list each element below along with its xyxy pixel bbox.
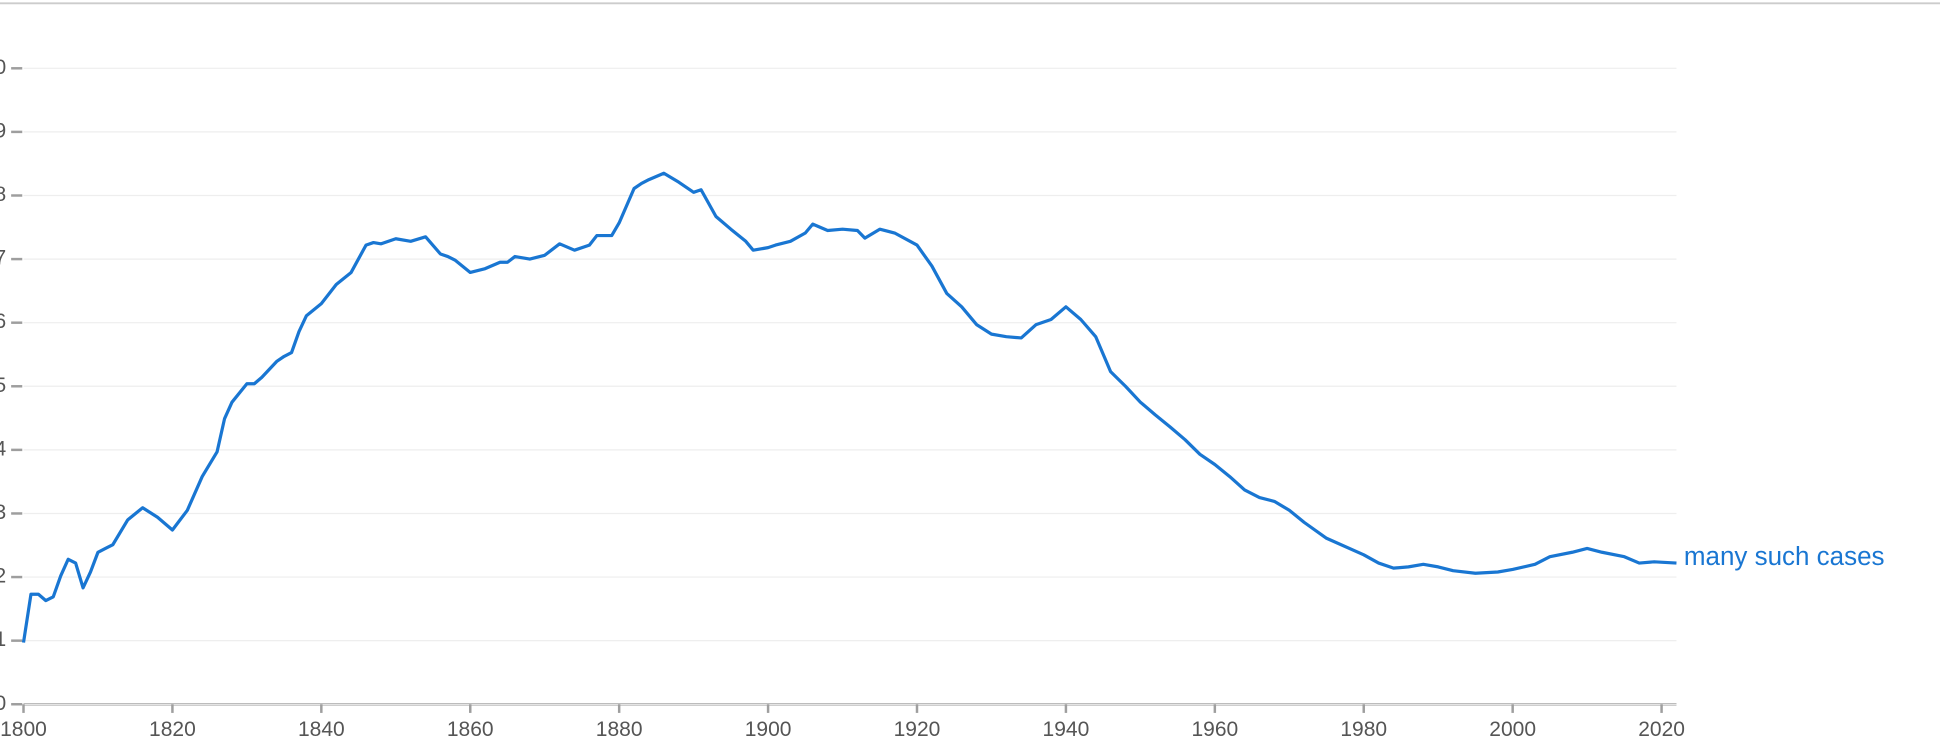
x-tick-label: 1840	[298, 718, 345, 741]
y-tick-label: 6	[0, 310, 6, 333]
y-tick-label: 5	[0, 374, 6, 397]
x-tick-label: 1980	[1340, 718, 1387, 741]
x-tick-label: 1800	[0, 718, 47, 741]
x-tick-label: 1920	[894, 718, 941, 741]
x-tick-label: 1900	[745, 718, 792, 741]
y-tick-label: 8	[0, 183, 6, 206]
y-tick-label: 7	[0, 247, 6, 270]
x-tick-label: 2000	[1489, 718, 1536, 741]
series-line	[21, 171, 1677, 643]
x-tick-label: 1820	[149, 718, 196, 741]
y-tick-label: 1	[0, 628, 6, 651]
y-tick-label: 0	[0, 692, 6, 715]
y-tick-label: 3	[0, 501, 6, 524]
x-tick-label: 1960	[1191, 718, 1238, 741]
x-tick-label: 1940	[1043, 718, 1090, 741]
x-tick-label: 2020	[1638, 718, 1685, 741]
x-tick-label: 1860	[447, 718, 494, 741]
x-tick-label: 1880	[596, 718, 643, 741]
y-tick-label: 4	[0, 437, 6, 460]
series-label: many such cases	[1684, 541, 1885, 571]
y-tick-label: 10	[0, 56, 6, 79]
y-tick-label: 9	[0, 119, 6, 142]
y-tick-label: 2	[0, 565, 6, 588]
